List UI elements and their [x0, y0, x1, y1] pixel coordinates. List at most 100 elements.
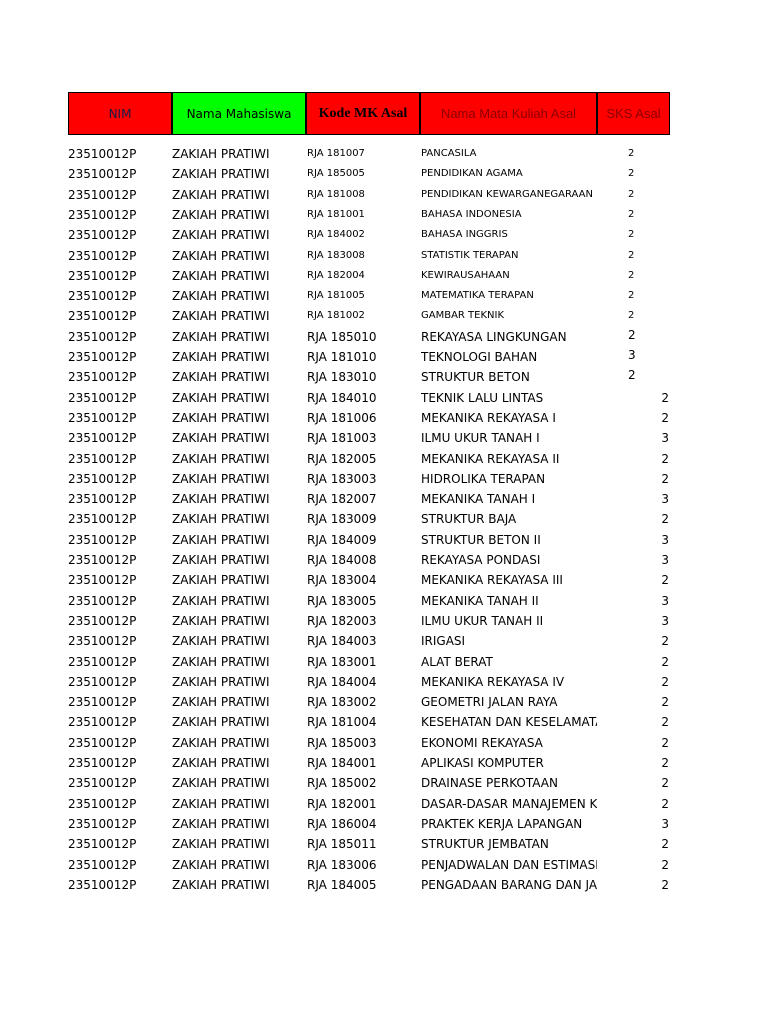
nama-matkul: MEKANIKA REKAYASA I: [421, 410, 556, 425]
nim: 23510012P: [68, 674, 137, 689]
sks: 2: [661, 695, 669, 710]
nama-mahasiswa: ZAKIAH PRATIWI: [172, 715, 270, 730]
sks: 2: [661, 837, 669, 852]
nim: 23510012P: [68, 776, 137, 791]
kode-mk: RJA 181002: [307, 310, 365, 322]
sks: 2: [661, 573, 669, 588]
nama-matkul: MEKANIKA TANAH I: [421, 492, 536, 507]
nim: 23510012P: [68, 147, 137, 161]
nama-mahasiswa: ZAKIAH PRATIWI: [172, 451, 270, 466]
nim: 23510012P: [68, 512, 137, 527]
kode-mk: RJA 183004: [307, 573, 377, 588]
nama-matkul: PANCASILA: [421, 148, 477, 159]
nim: 23510012P: [68, 634, 137, 649]
sks: 3: [661, 553, 669, 567]
sks: 3: [661, 532, 669, 547]
sks: 2: [661, 654, 669, 669]
sks: 2: [661, 451, 669, 466]
kode-mk: RJA 181008: [307, 188, 365, 200]
nim: 23510012P: [68, 451, 137, 466]
sks: 2: [661, 674, 669, 689]
nama-mahasiswa: ZAKIAH PRATIWI: [172, 289, 270, 304]
sks: 2: [661, 776, 669, 791]
kode-mk: RJA 183008: [307, 249, 365, 261]
nama-mahasiswa: ZAKIAH PRATIWI: [172, 431, 270, 446]
kode-mk: RJA 183005: [307, 593, 377, 608]
kode-mk: RJA 181010: [307, 350, 377, 364]
nama-matkul: MEKANIKA TANAH II: [421, 593, 539, 608]
sks: 2: [628, 327, 636, 342]
sks: 2: [628, 148, 635, 159]
nim: 23510012P: [68, 573, 137, 588]
nama-matkul: GAMBAR TEKNIK: [421, 310, 505, 322]
kode-mk: RJA 185002: [307, 776, 377, 791]
nama-mahasiswa: ZAKIAH PRATIWI: [172, 228, 270, 243]
nama-matkul: ALAT BERAT: [421, 654, 493, 669]
nim: 23510012P: [68, 207, 137, 222]
nama-mahasiswa: ZAKIAH PRATIWI: [172, 613, 270, 628]
nama-mahasiswa: ZAKIAH PRATIWI: [172, 309, 270, 324]
kode-mk: RJA 182003: [307, 613, 377, 628]
kode-mk: RJA 184008: [307, 553, 377, 567]
kode-mk: RJA 184001: [307, 756, 377, 770]
nama-matkul: BAHASA INGGRIS: [421, 229, 508, 241]
sks: 2: [628, 229, 635, 241]
nim: 23510012P: [68, 715, 137, 730]
sks: 2: [628, 168, 635, 180]
kode-mk: RJA 182004: [307, 269, 365, 281]
nama-matkul: KEWIRAUSAHAAN: [421, 269, 510, 281]
nim: 23510012P: [68, 268, 137, 283]
kode-mk: RJA 181006: [307, 410, 377, 425]
nama-mahasiswa: ZAKIAH PRATIWI: [172, 492, 270, 507]
nama-mahasiswa: ZAKIAH PRATIWI: [172, 248, 270, 263]
nim: 23510012P: [68, 329, 137, 344]
kode-mk: RJA 183009: [307, 512, 377, 527]
nama-mahasiswa: ZAKIAH PRATIWI: [172, 329, 270, 344]
nama-mahasiswa: ZAKIAH PRATIWI: [172, 634, 270, 649]
nama-matkul: PENGADAAN BARANG DAN JAS: [421, 877, 597, 892]
nim: 23510012P: [68, 390, 137, 405]
nama-mahasiswa: ZAKIAH PRATIWI: [172, 654, 270, 669]
nama-mahasiswa: ZAKIAH PRATIWI: [172, 877, 270, 892]
header-matkul: Nama Mata Kuliah Asal: [420, 92, 597, 135]
sks: 2: [661, 735, 669, 750]
kode-mk: RJA 181001: [307, 208, 365, 220]
nama-mahasiswa: ZAKIAH PRATIWI: [172, 410, 270, 425]
nama-matkul: APLIKASI KOMPUTER: [421, 756, 544, 770]
nim: 23510012P: [68, 796, 137, 811]
nama-matkul: IRIGASI: [421, 634, 466, 649]
kode-mk: RJA 181007: [307, 148, 365, 159]
nama-matkul: STATISTIK TERAPAN: [421, 249, 519, 261]
kode-mk: RJA 185010: [307, 329, 377, 344]
nim: 23510012P: [68, 816, 137, 831]
nama-mahasiswa: ZAKIAH PRATIWI: [172, 735, 270, 750]
kode-mk: RJA 183006: [307, 857, 377, 872]
nama-mahasiswa: ZAKIAH PRATIWI: [172, 573, 270, 588]
nama-matkul: REKAYASA LINGKUNGAN: [421, 329, 567, 344]
nama-matkul: ILMU UKUR TANAH I: [421, 431, 540, 446]
nim: 23510012P: [68, 857, 137, 872]
nim: 23510012P: [68, 695, 137, 710]
nama-mahasiswa: ZAKIAH PRATIWI: [172, 187, 270, 202]
nama-mahasiswa: ZAKIAH PRATIWI: [172, 147, 270, 161]
sks: 2: [628, 208, 635, 220]
header-nama: Nama Mahasiswa: [172, 92, 306, 135]
nama-matkul: STRUKTUR JEMBATAN: [421, 837, 549, 852]
nim: 23510012P: [68, 228, 137, 243]
kode-mk: RJA 184009: [307, 532, 377, 547]
sks: 2: [661, 796, 669, 811]
nim: 23510012P: [68, 837, 137, 852]
nama-matkul: MATEMATIKA TERAPAN: [421, 290, 534, 302]
sks: 2: [661, 715, 669, 730]
nama-mahasiswa: ZAKIAH PRATIWI: [172, 553, 270, 567]
nim: 23510012P: [68, 654, 137, 669]
nama-mahasiswa: ZAKIAH PRATIWI: [172, 756, 270, 770]
kode-mk: RJA 184003: [307, 634, 377, 649]
nama-mahasiswa: ZAKIAH PRATIWI: [172, 268, 270, 283]
nama-matkul: KESEHATAN DAN KESELAMATA: [421, 715, 597, 730]
nama-matkul: MEKANIKA REKAYASA IV: [421, 674, 565, 689]
sks: 3: [661, 816, 669, 831]
nim: 23510012P: [68, 167, 137, 182]
kode-mk: RJA 183010: [307, 370, 377, 385]
sks: 3: [661, 431, 669, 446]
